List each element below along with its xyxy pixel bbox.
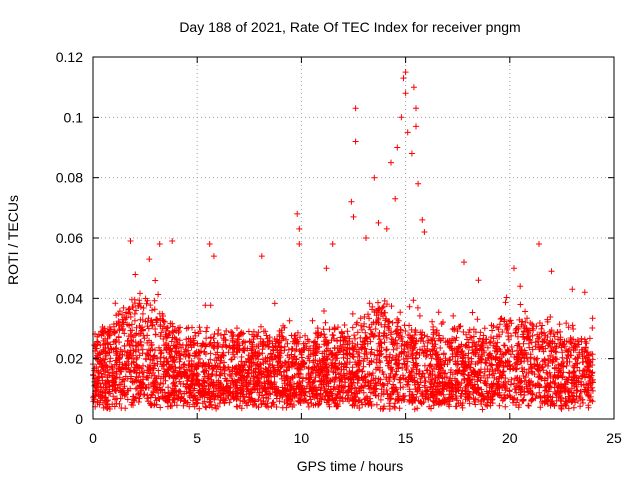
x-tick-label: 15 bbox=[398, 430, 414, 446]
y-tick-labels: 0 0.02 0.04 0.06 0.08 0.1 0.12 bbox=[56, 49, 83, 427]
y-axis-label: ROTI / TECUs bbox=[5, 195, 21, 285]
x-tick-label: 20 bbox=[502, 430, 518, 446]
y-tick-label: 0.08 bbox=[56, 170, 83, 186]
y-tick-label: 0.06 bbox=[56, 230, 83, 246]
x-tick-label: 0 bbox=[89, 430, 97, 446]
grid-lines bbox=[93, 57, 614, 419]
y-tick-label: 0.12 bbox=[56, 49, 83, 65]
y-tick-label: 0.1 bbox=[64, 109, 84, 125]
x-tick-label: 10 bbox=[294, 430, 310, 446]
y-tick-label: 0 bbox=[75, 411, 83, 427]
x-tick-label: 5 bbox=[193, 430, 201, 446]
x-tick-label: 25 bbox=[606, 430, 622, 446]
x-tick-labels: 0 5 10 15 20 25 bbox=[89, 430, 622, 446]
y-tick-label: 0.04 bbox=[56, 290, 83, 306]
data-points bbox=[90, 69, 596, 413]
axis-ticks bbox=[92, 56, 615, 420]
roti-scatter-markers bbox=[90, 69, 596, 413]
chart-title: Day 188 of 2021, Rate Of TEC Index for r… bbox=[179, 19, 520, 35]
y-tick-label: 0.02 bbox=[56, 351, 83, 367]
x-axis-label: GPS time / hours bbox=[297, 458, 404, 474]
